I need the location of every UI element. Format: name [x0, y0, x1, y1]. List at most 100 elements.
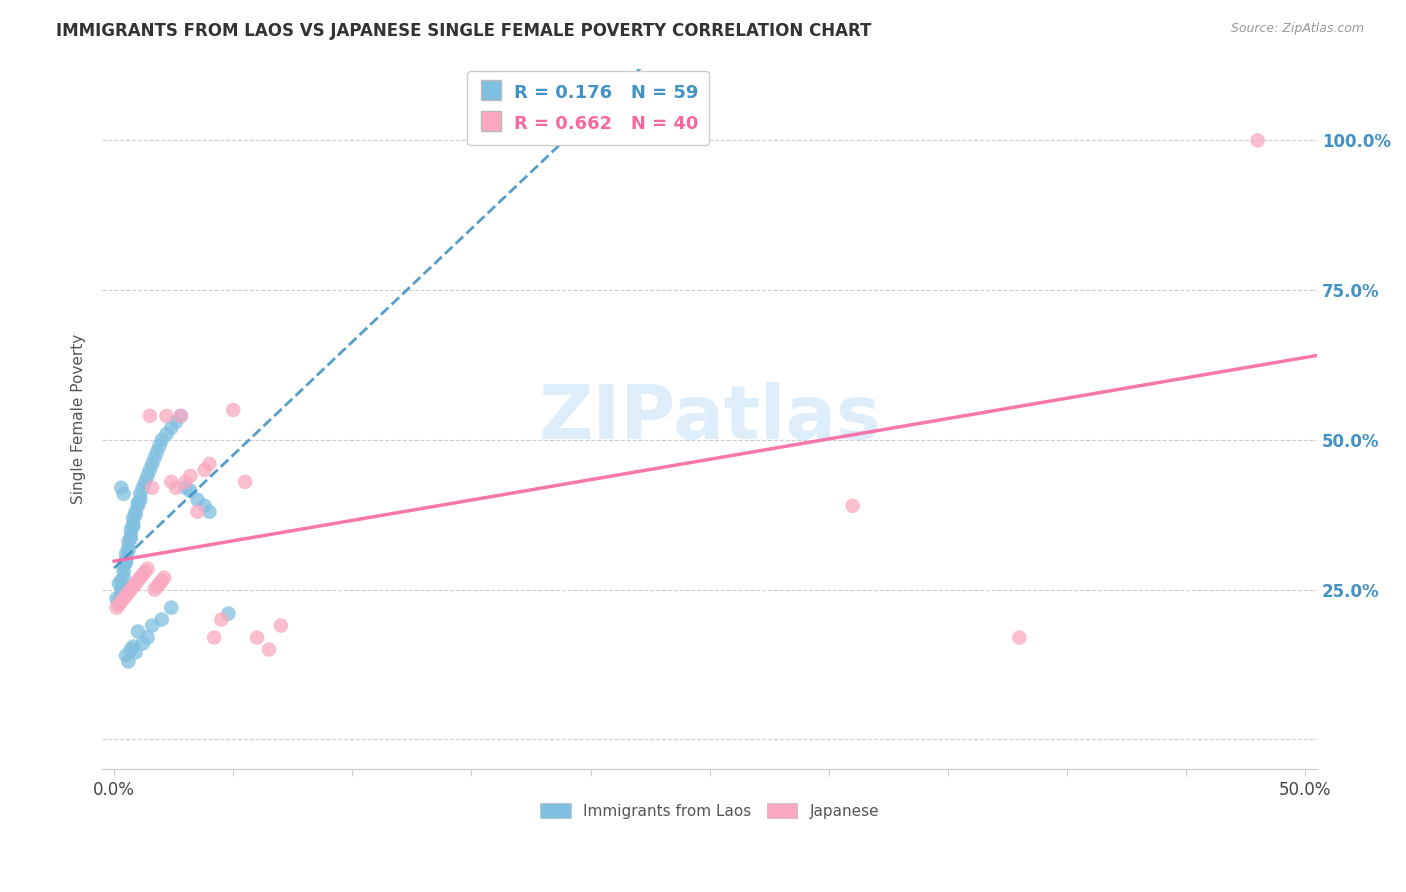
Point [1246, 133, 1268, 147]
Point [146, 445, 169, 459]
Point [198, 505, 221, 519]
Point [146, 580, 169, 594]
Point [153, 571, 176, 585]
Point [150, 613, 173, 627]
Text: ZIPatlas: ZIPatlas [538, 383, 882, 456]
Point [117, 655, 139, 669]
Point [108, 594, 131, 608]
Point [186, 492, 208, 507]
Point [129, 571, 152, 585]
Point [141, 457, 163, 471]
Point [122, 516, 145, 531]
Point [120, 642, 142, 657]
Point [136, 562, 159, 576]
Point [105, 591, 128, 606]
Point [117, 585, 139, 599]
Y-axis label: Single Female Poverty: Single Female Poverty [72, 334, 86, 504]
Point [170, 409, 193, 423]
Point [129, 492, 152, 507]
Point [134, 565, 156, 579]
Point [246, 631, 269, 645]
Point [117, 534, 139, 549]
Point [170, 409, 193, 423]
Point [233, 475, 256, 489]
Point [122, 580, 145, 594]
Point [120, 523, 142, 537]
Point [257, 642, 280, 657]
Point [141, 481, 163, 495]
Text: IMMIGRANTS FROM LAOS VS JAPANESE SINGLE FEMALE POVERTY CORRELATION CHART: IMMIGRANTS FROM LAOS VS JAPANESE SINGLE … [56, 22, 872, 40]
Point [112, 487, 135, 501]
Point [117, 543, 139, 558]
Point [165, 415, 187, 429]
Point [108, 576, 131, 591]
Point [110, 574, 132, 588]
Point [174, 481, 197, 495]
Point [124, 508, 146, 522]
Point [148, 439, 170, 453]
Point [136, 631, 159, 645]
Point [127, 624, 149, 639]
Point [132, 636, 155, 650]
Point [115, 648, 138, 663]
Point [165, 481, 187, 495]
Point [155, 409, 177, 423]
Point [179, 468, 201, 483]
Point [217, 607, 239, 621]
Point [127, 574, 149, 588]
Point [112, 591, 135, 606]
Point [110, 594, 132, 608]
Point [160, 421, 183, 435]
Point [132, 567, 155, 582]
Point [222, 403, 245, 417]
Point [841, 499, 863, 513]
Point [202, 631, 225, 645]
Point [129, 487, 152, 501]
Point [110, 582, 132, 597]
Point [108, 598, 131, 612]
Point [115, 556, 138, 570]
Point [124, 505, 146, 519]
Point [270, 618, 292, 632]
Point [141, 618, 163, 632]
Point [115, 547, 138, 561]
Point [120, 582, 142, 597]
Point [139, 409, 162, 423]
Point [143, 450, 166, 465]
Legend: Immigrants from Laos, Japanese: Immigrants from Laos, Japanese [534, 797, 886, 825]
Point [160, 475, 183, 489]
Point [160, 600, 183, 615]
Point [112, 571, 135, 585]
Text: Source: ZipAtlas.com: Source: ZipAtlas.com [1230, 22, 1364, 36]
Point [127, 499, 149, 513]
Point [115, 589, 138, 603]
Point [150, 574, 173, 588]
Point [150, 433, 173, 447]
Point [132, 481, 155, 495]
Point [117, 541, 139, 555]
Point [194, 463, 217, 477]
Point [110, 481, 132, 495]
Point [136, 468, 159, 483]
Point [1008, 631, 1031, 645]
Point [120, 532, 142, 546]
Point [148, 576, 170, 591]
Point [105, 600, 128, 615]
Point [179, 483, 201, 498]
Point [124, 646, 146, 660]
Point [194, 499, 217, 513]
Point [112, 558, 135, 573]
Point [110, 589, 132, 603]
Point [143, 582, 166, 597]
Point [122, 519, 145, 533]
Point [134, 475, 156, 489]
Point [112, 565, 135, 579]
Point [186, 505, 208, 519]
Point [139, 463, 162, 477]
Point [155, 426, 177, 441]
Point [120, 529, 142, 543]
Point [122, 510, 145, 524]
Point [122, 640, 145, 654]
Point [209, 613, 232, 627]
Point [174, 475, 197, 489]
